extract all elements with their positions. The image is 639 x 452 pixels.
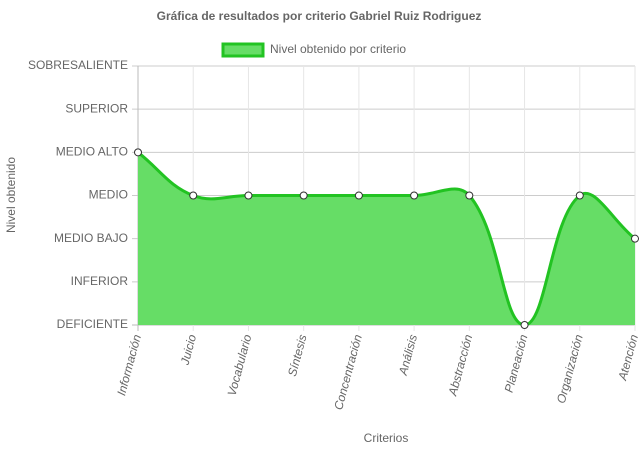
x-tick-label: Concentración [331,333,365,412]
point [134,148,142,157]
y-tick-label: MEDIO BAJO [54,231,128,245]
point [520,321,529,329]
x-tick-label: Planeación [502,333,531,394]
x-tick-label: Síntesis [285,333,310,378]
y-tick-label: SUPERIOR [65,101,128,115]
y-axis-title: Nivel obtenido [4,157,18,233]
x-tick-label: Abstracción [445,333,475,398]
point [299,191,308,200]
point [189,191,198,200]
x-axis-title: Criterios [364,431,409,445]
point [631,234,639,243]
chart-title: Gráfica de resultados por criterio Gabri… [157,9,482,23]
x-tick-label: Organización [554,333,586,405]
y-tick-label: SOBRESALIENTE [28,58,128,72]
point [465,191,474,200]
y-tick-label: MEDIO [89,188,128,202]
point [354,191,363,200]
y-tick-label: INFERIOR [71,274,129,288]
x-tick-label: Atención [615,333,639,383]
y-tick-label: DEFICIENTE [57,317,128,331]
legend-label: Nivel obtenido por criterio [270,42,406,56]
x-tick-label: Información [114,333,144,397]
point [575,191,584,200]
legend-swatch [221,42,265,58]
y-tick-label: MEDIO ALTO [56,145,128,159]
point [410,191,419,200]
x-tick-label: Vocabulario [225,333,255,398]
point [244,191,253,200]
x-tick-label: Juicio [177,333,199,368]
x-tick-label: Análisis [396,333,420,378]
area-fill [138,152,635,325]
